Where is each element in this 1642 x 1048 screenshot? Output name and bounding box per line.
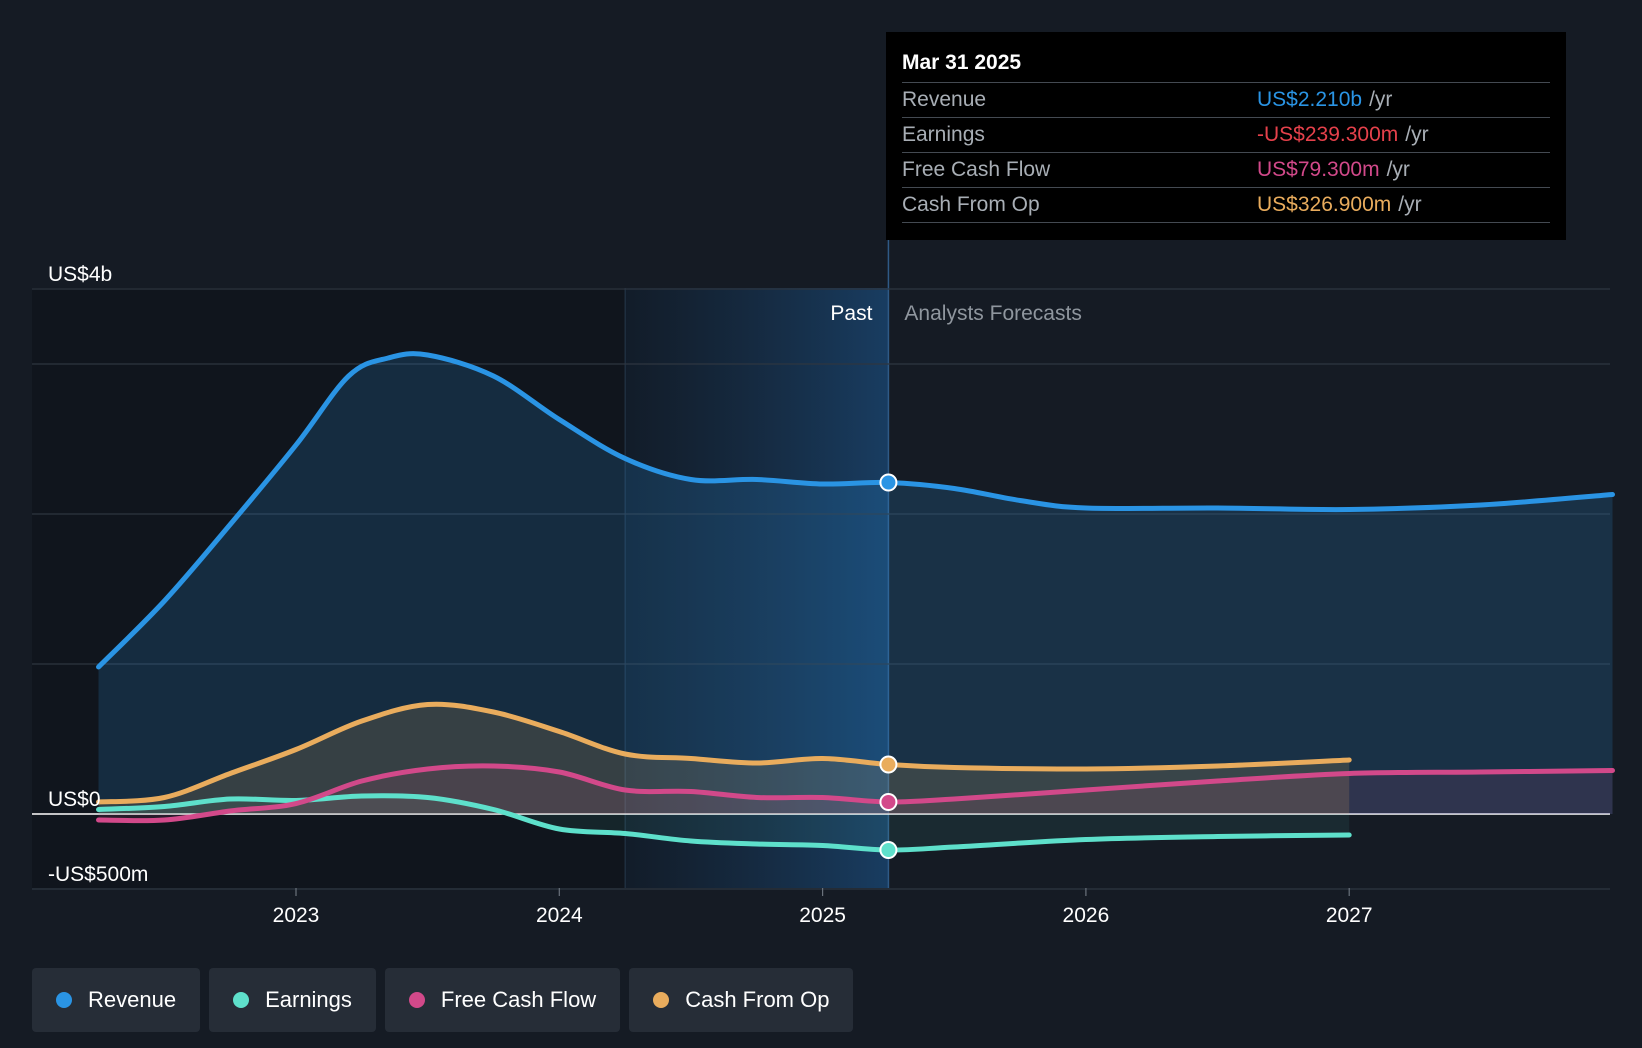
tooltip-value: US$326.900m [1257,193,1392,216]
legend-dot-icon [653,992,670,1008]
x-tick-label: 2025 [799,904,846,927]
cash-from-op-line [96,701,1352,805]
cash-from-op-marker [879,755,898,774]
x-tick-label: 2027 [1326,904,1373,927]
legend-label: Cash From Op [685,987,830,1012]
tooltip-label: Cash From Op [902,193,1040,216]
earnings-area [98,795,1350,851]
tooltip-date: Mar 31 2025 [902,51,1022,74]
legend-label: Revenue [88,987,177,1012]
legend-item-free-cash-flow[interactable]: Free Cash Flow [384,968,621,1032]
y-tick-label: US$0 [48,788,101,811]
tooltip-unit: /yr [1369,88,1393,111]
tooltip-label: Revenue [902,88,987,111]
legend-dot-icon [233,992,250,1008]
legend-dot-icon [56,992,72,1008]
legend-label: Earnings [265,987,352,1012]
forecast-label: Analysts Forecasts [904,302,1081,325]
y-tick-label: -US$500m [48,863,148,886]
legend-item-revenue[interactable]: Revenue [32,968,201,1032]
legend-label: Free Cash Flow [440,987,597,1012]
tooltip-row-free-cash-flow: Free Cash Flow US$79.300m/yr [902,152,1550,187]
legend-item-cash-from-op[interactable]: Cash From Op [629,968,854,1032]
free-cash-flow-marker [879,793,898,811]
revenue-area [98,353,1613,814]
tooltip-unit: /yr [1386,158,1410,181]
y-tick-label: US$4b [48,263,112,286]
legend-item-earnings[interactable]: Earnings [209,968,376,1032]
earnings-marker [879,841,898,859]
tooltip-value: US$79.300m [1257,158,1380,181]
free-cash-flow-line [96,763,1615,824]
tooltip-row-earnings: Earnings -US$239.300m/yr [902,117,1550,152]
x-tick-label: 2026 [1063,904,1110,927]
earnings-line [96,793,1352,853]
revenue-line [96,351,1615,670]
past-label: Past [830,302,872,325]
tooltip-row-cash-from-op: Cash From Op US$326.900m/yr [902,187,1550,223]
tooltip-value: -US$239.300m [1257,123,1399,146]
past-highlight [625,288,889,888]
tooltip-panel: Mar 31 2025 Revenue US$2.210b/yr Earnings -… [886,32,1566,240]
x-tick-label: 2023 [273,904,320,927]
tooltip-label: Free Cash Flow [902,158,1051,181]
tooltip-row-revenue: Revenue US$2.210b/yr [902,82,1550,117]
legend-dot-icon [408,992,425,1008]
revenue-marker [879,473,898,492]
tooltip-value: US$2.210b [1257,88,1363,111]
tooltip-label: Earnings [902,123,985,146]
cash-from-op-area [98,704,1350,814]
tooltip-unit: /yr [1405,123,1429,146]
x-tick-label: 2024 [536,904,583,927]
legend: Revenue Earnings Free Cash Flow Cash From O… [32,968,854,1032]
tooltip-unit: /yr [1398,193,1422,216]
